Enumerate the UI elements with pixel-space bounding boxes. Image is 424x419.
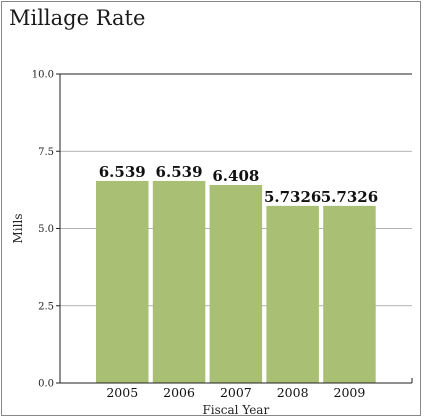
x-tick-label-2009: 2009 <box>334 385 366 400</box>
y-tick-label: 7.5 <box>38 147 54 158</box>
x-tick-label-2006: 2006 <box>163 385 195 400</box>
x-tick-label-2008: 2008 <box>277 385 309 400</box>
bar-2006 <box>152 180 206 383</box>
data-label-2008: 5.7326 <box>264 188 321 206</box>
bar-2007 <box>209 184 263 383</box>
x-tick-label-2005: 2005 <box>106 385 138 400</box>
y-axis-title: Mills <box>11 214 25 244</box>
data-label-2007: 6.408 <box>212 167 259 185</box>
x-axis-title: Fiscal Year <box>202 403 269 417</box>
data-label-2006: 6.539 <box>156 163 203 181</box>
y-tick-label: 10.0 <box>32 70 54 81</box>
bar-2005 <box>96 180 149 383</box>
bar-2008 <box>266 205 319 383</box>
data-label-2009: 5.7326 <box>321 188 378 206</box>
y-tick-label: 5.0 <box>38 224 54 235</box>
chart-title: Millage Rate <box>9 6 146 30</box>
data-label-2005: 6.539 <box>99 163 146 181</box>
bar-2009 <box>323 205 376 383</box>
y-tick-label: 2.5 <box>38 301 54 312</box>
y-tick-label: 0.0 <box>38 379 54 390</box>
x-tick-label-2007: 2007 <box>220 385 252 400</box>
